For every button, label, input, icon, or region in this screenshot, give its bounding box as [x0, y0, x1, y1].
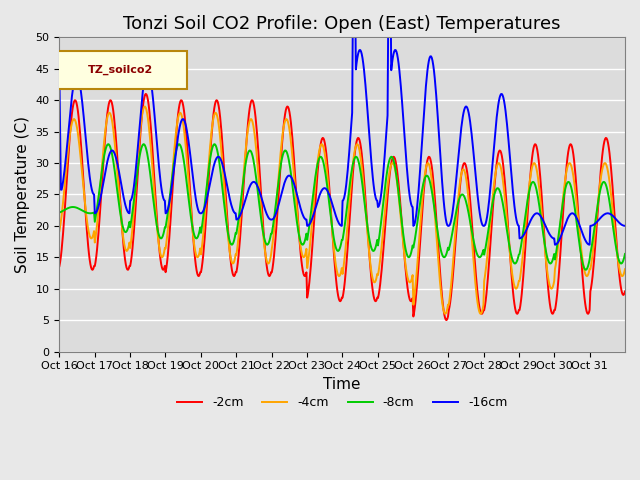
-2cm — [621, 288, 629, 294]
-16cm — [275, 200, 283, 205]
-8cm — [276, 168, 284, 174]
-8cm — [104, 141, 112, 147]
Line: -8cm: -8cm — [60, 144, 625, 270]
-4cm — [433, 240, 441, 246]
-16cm — [621, 223, 629, 229]
-4cm — [227, 253, 234, 259]
-4cm — [401, 260, 409, 265]
-4cm — [477, 311, 484, 317]
Line: -16cm: -16cm — [60, 0, 625, 245]
-4cm — [141, 104, 148, 109]
-2cm — [142, 91, 150, 97]
-2cm — [56, 263, 63, 269]
-16cm — [254, 184, 262, 190]
-4cm — [621, 266, 629, 272]
-8cm — [621, 251, 629, 257]
-2cm — [255, 151, 262, 156]
-8cm — [227, 240, 234, 246]
-2cm — [401, 263, 409, 269]
-8cm — [255, 194, 262, 200]
-2cm — [122, 261, 130, 267]
-8cm — [433, 224, 441, 230]
-2cm — [276, 171, 284, 177]
-2cm — [433, 225, 441, 230]
X-axis label: Time: Time — [323, 377, 361, 392]
-8cm — [123, 228, 131, 234]
-16cm — [401, 144, 409, 150]
-2cm — [227, 256, 234, 262]
-8cm — [401, 244, 409, 250]
Line: -4cm: -4cm — [60, 107, 625, 314]
Title: Tonzi Soil CO2 Profile: Open (East) Temperatures: Tonzi Soil CO2 Profile: Open (East) Temp… — [124, 15, 561, 33]
-16cm — [226, 196, 234, 202]
Text: TZ_soilco2: TZ_soilco2 — [88, 65, 153, 75]
Legend: -2cm, -4cm, -8cm, -16cm: -2cm, -4cm, -8cm, -16cm — [172, 391, 513, 414]
-4cm — [56, 228, 63, 234]
-16cm — [56, 72, 63, 78]
-8cm — [582, 267, 589, 273]
-16cm — [551, 242, 559, 248]
FancyBboxPatch shape — [56, 51, 187, 89]
-4cm — [255, 174, 262, 180]
-4cm — [122, 247, 130, 253]
-2cm — [443, 317, 451, 323]
Line: -2cm: -2cm — [60, 94, 625, 320]
-8cm — [56, 210, 63, 216]
-16cm — [433, 102, 441, 108]
-4cm — [276, 158, 284, 164]
-16cm — [122, 204, 130, 209]
Y-axis label: Soil Temperature (C): Soil Temperature (C) — [15, 116, 30, 273]
